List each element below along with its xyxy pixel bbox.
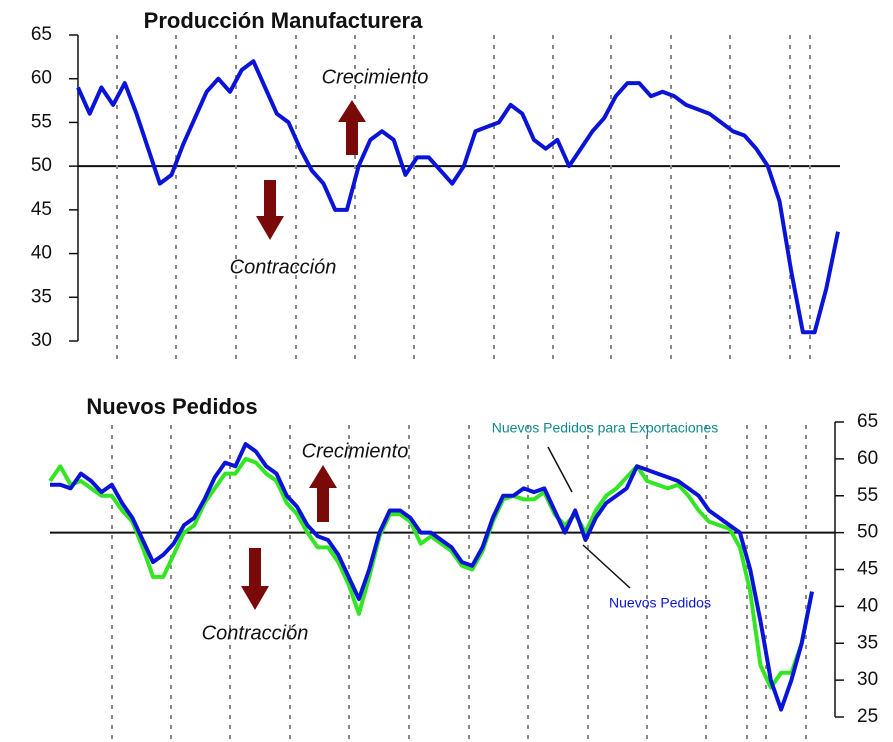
up-arrow [309, 465, 337, 522]
y-tick-label: 60 [857, 448, 878, 469]
series-label: Nuevos Pedidos para Exportaciones [492, 420, 718, 436]
series-line [48, 456, 814, 690]
annotation: Crecimiento [302, 440, 409, 462]
y-tick-label: 35 [857, 632, 878, 653]
y-tick-label: 45 [31, 199, 52, 220]
y-tick-label: 45 [857, 559, 878, 580]
y-tick-label: 25 [857, 706, 878, 727]
series-group [48, 442, 814, 712]
y-tick-label: 55 [857, 485, 878, 506]
leader-line [582, 544, 631, 589]
chart-title: Producción Manufacturera [144, 8, 423, 33]
down-arrow [256, 180, 284, 240]
y-tick-label: 65 [31, 24, 52, 45]
y-tick-label: 40 [857, 595, 878, 616]
y-tick-label: 60 [31, 68, 52, 89]
down-arrow [241, 548, 269, 610]
y-tick-label: 40 [31, 243, 52, 264]
up-arrow [338, 100, 366, 155]
y-tick-label: 30 [857, 669, 878, 690]
arrows [241, 100, 366, 610]
y-tick-label: 65 [857, 411, 878, 432]
y-tick-label: 55 [31, 111, 52, 132]
annotation: Crecimiento [322, 66, 429, 88]
leader-line [547, 446, 573, 493]
y-tick-label: 50 [31, 155, 52, 176]
chart-title: Nuevos Pedidos [86, 394, 257, 419]
y-tick-label: 50 [857, 522, 878, 543]
annotation: Contracción [230, 256, 337, 278]
series-label: Nuevos Pedidos [609, 595, 711, 611]
series-line [76, 59, 840, 335]
y-tick-label: 30 [31, 330, 52, 351]
annotation: Contracción [202, 622, 309, 644]
series-line [50, 442, 814, 712]
series-group [76, 59, 840, 335]
y-tick-label: 35 [31, 286, 52, 307]
